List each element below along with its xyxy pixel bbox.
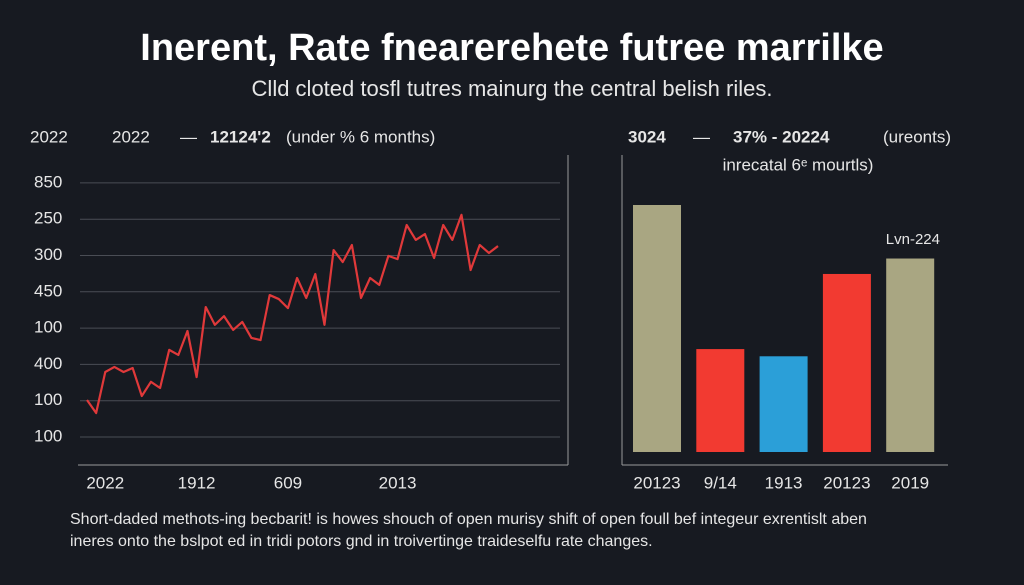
chart-note: inrecatal 6ᵉ mourtls): [723, 155, 874, 174]
chart-header: 37% - 20224: [733, 127, 830, 146]
subtitle: Clld cloted tosfl tutres mainurg the cen…: [252, 76, 773, 101]
x-tick-label: 2022: [86, 473, 124, 492]
x-tick-label: 609: [274, 473, 302, 492]
x-tick-label: 20123: [633, 473, 680, 492]
y-tick-label: 400: [34, 354, 62, 373]
y-tick-label: 100: [34, 426, 62, 445]
chart-header: 3024: [628, 127, 666, 146]
x-tick-label: 1913: [765, 473, 803, 492]
footer-line: ineres onto the bslpot ed in tridi potor…: [70, 533, 653, 550]
chart-header: 12124'2: [210, 127, 271, 146]
x-tick-label: 2013: [379, 473, 417, 492]
bar: [822, 273, 871, 452]
bar: [696, 349, 745, 452]
x-tick-label: 2019: [891, 473, 929, 492]
x-tick-label: 1912: [178, 473, 216, 492]
y-tick-label: 850: [34, 172, 62, 191]
chart-header: 2022: [30, 127, 68, 146]
annotation: Lvn-224: [886, 231, 940, 248]
y-tick-label: 100: [34, 390, 62, 409]
chart-header: —: [180, 127, 197, 146]
y-tick-label: 450: [34, 281, 62, 300]
y-tick-label: 100: [34, 318, 62, 337]
title: Inerent, Rate fnearerehete futree marril…: [140, 27, 883, 69]
x-tick-label: 9/14: [704, 473, 737, 492]
bar: [886, 258, 935, 452]
y-tick-label: 250: [34, 209, 62, 228]
chart-header: 2022: [112, 127, 150, 146]
line-series: [86, 213, 499, 415]
chart-header: (ureonts): [883, 127, 951, 146]
bar: [759, 356, 808, 452]
x-tick-label: 20123: [823, 473, 870, 492]
y-tick-label: 300: [34, 245, 62, 264]
chart-header: (under % 6 months): [286, 127, 435, 146]
chart-header: —: [693, 127, 710, 146]
footer-line: Short-daded methots-ing becbarit! is how…: [70, 511, 867, 528]
bar: [633, 205, 681, 452]
